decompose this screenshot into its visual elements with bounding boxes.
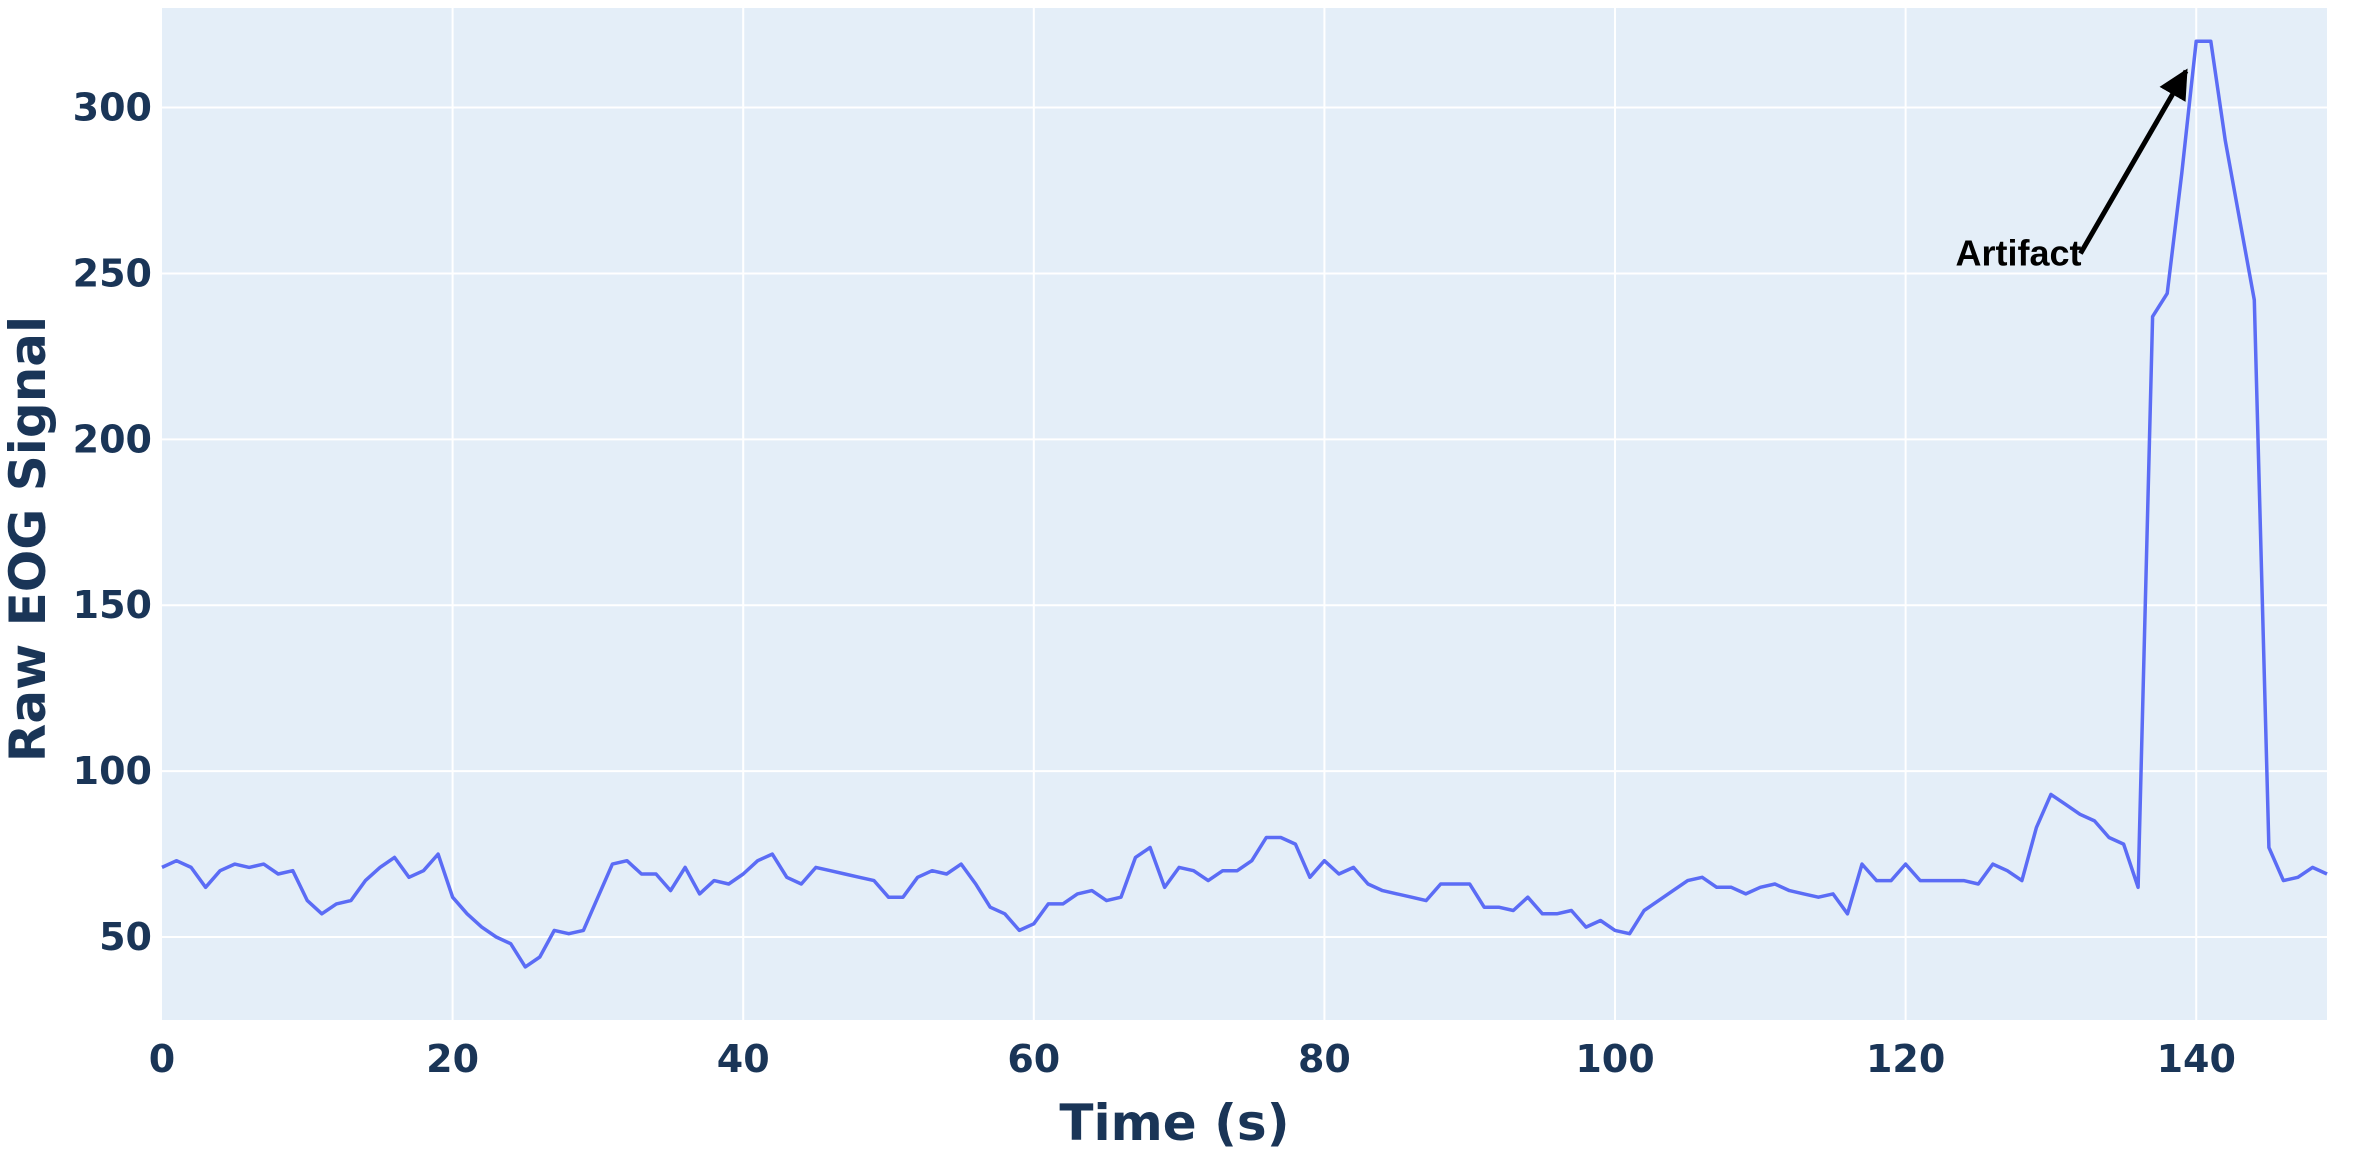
y-tick-label-250: 250 [73,251,152,295]
annotation-arrow [2078,68,2189,255]
x-tick-label-140: 140 [2157,1037,2236,1081]
y-tick-label-200: 200 [73,417,152,461]
plot-background [162,8,2327,1020]
x-gridlines [451,8,2198,1020]
y-tick-labels: 50 100 150 200 250 300 [73,86,152,960]
x-tick-label-40: 40 [717,1037,770,1081]
annotation-label-artifact: Artifact [1955,233,2081,274]
y-gridlines [162,106,2327,939]
x-tick-label-0: 0 [149,1037,175,1081]
x-tick-label-80: 80 [1298,1037,1351,1081]
y-tick-label-50: 50 [99,915,152,959]
y-tick-label-150: 150 [73,583,152,627]
y-tick-label-100: 100 [73,749,152,793]
x-tick-label-120: 120 [1866,1037,1945,1081]
x-tick-labels: 0 20 40 60 80 100 120 140 [149,1037,2236,1081]
y-axis-title: Raw EOG Signal [0,316,57,762]
y-tick-label-300: 300 [73,86,152,130]
series-line [161,39,2328,969]
x-tick-label-100: 100 [1575,1037,1654,1081]
x-tick-label-20: 20 [426,1037,479,1081]
x-tick-label-60: 60 [1007,1037,1060,1081]
annotation-group: Artifact [1955,68,2189,274]
x-axis-title: Time (s) [1059,1094,1289,1152]
